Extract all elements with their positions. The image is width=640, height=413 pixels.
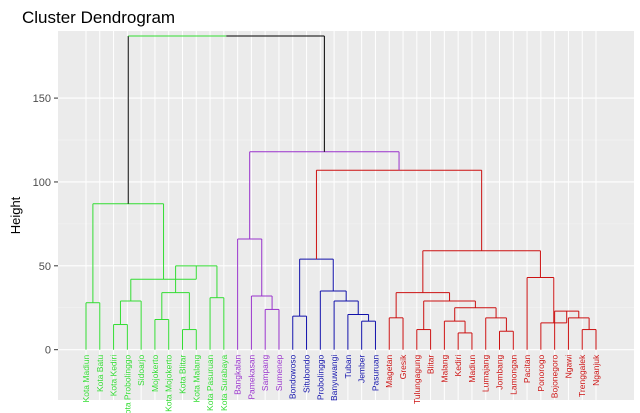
leaf-label-32: Pacitan [522, 354, 532, 383]
leaf-labels: Kota Madiun Kota Batu Kota Kediri Kota Prob… [81, 354, 601, 413]
leaf-label-7: Kota Blitar [177, 355, 187, 394]
y-tick-label: 0 [45, 345, 51, 357]
leaf-label-34: Bojonegoro [550, 354, 560, 398]
leaf-label-11: Bangkalan [233, 354, 243, 394]
leaf-label-33: Ponorogo [536, 354, 546, 391]
leaf-label-16: Situbondo [302, 354, 312, 393]
y-tick-label: 100 [33, 177, 51, 189]
leaf-label-8: Kota Malang [191, 354, 201, 402]
leaf-label-28: Madiun [467, 354, 477, 382]
leaf-label-12: Pamekasan [246, 354, 256, 399]
leaf-label-26: Malang [439, 354, 449, 382]
leaf-label-27: Kediri [453, 355, 463, 377]
leaf-label-23: Gresik [398, 354, 408, 379]
leaf-label-14: Sumenep [274, 354, 284, 391]
leaf-label-17: Probolinggo [315, 354, 325, 400]
leaf-label-24: Tulungagung [412, 354, 422, 404]
leaf-label-19: Tuban [343, 354, 353, 378]
leaf-label-15: Bondowoso [288, 354, 298, 399]
leaf-label-37: Nganjuk [591, 354, 601, 386]
dendrogram-branches [85, 35, 597, 350]
leaf-label-29: Lumajang [481, 354, 491, 392]
y-tick-label: 50 [39, 261, 51, 273]
leaf-label-22: Magetan [384, 354, 394, 387]
leaf-label-36: Trenggalek [577, 354, 587, 397]
leaf-label-3: Kota Probolinggo [122, 354, 132, 413]
leaf-label-4: Sidoarjo [136, 354, 146, 385]
chart-title: Cluster Dendrogram [22, 8, 175, 27]
leaf-label-18: Banyuwangi [329, 355, 339, 401]
leaf-label-1: Kota Batu [95, 354, 105, 392]
leaf-label-10: Kota Surabaya [219, 354, 229, 411]
y-tick-label: 150 [33, 93, 51, 105]
leaf-label-21: Pasuruan [370, 354, 380, 391]
leaf-label-6: Kota Mojokerto [164, 354, 174, 411]
leaf-label-2: Kota Kediri [109, 355, 119, 397]
leaf-label-13: Sampang [260, 354, 270, 391]
leaf-label-35: Ngawi [563, 355, 573, 379]
leaf-label-25: Blitar [426, 355, 436, 375]
leaf-label-9: Kota Pasuruan [205, 354, 215, 411]
plot-panel [58, 31, 634, 400]
leaf-label-20: Jember [357, 355, 367, 384]
y-axis-title: Height [8, 196, 23, 234]
y-axis: 0 50 100 150 [33, 93, 58, 357]
leaf-label-5: Mojokerto [150, 354, 160, 392]
leaf-label-30: Jombang [495, 354, 505, 389]
leaf-label-31: Lamongan [508, 354, 518, 394]
leaf-label-0: Kota Madiun [81, 354, 91, 402]
